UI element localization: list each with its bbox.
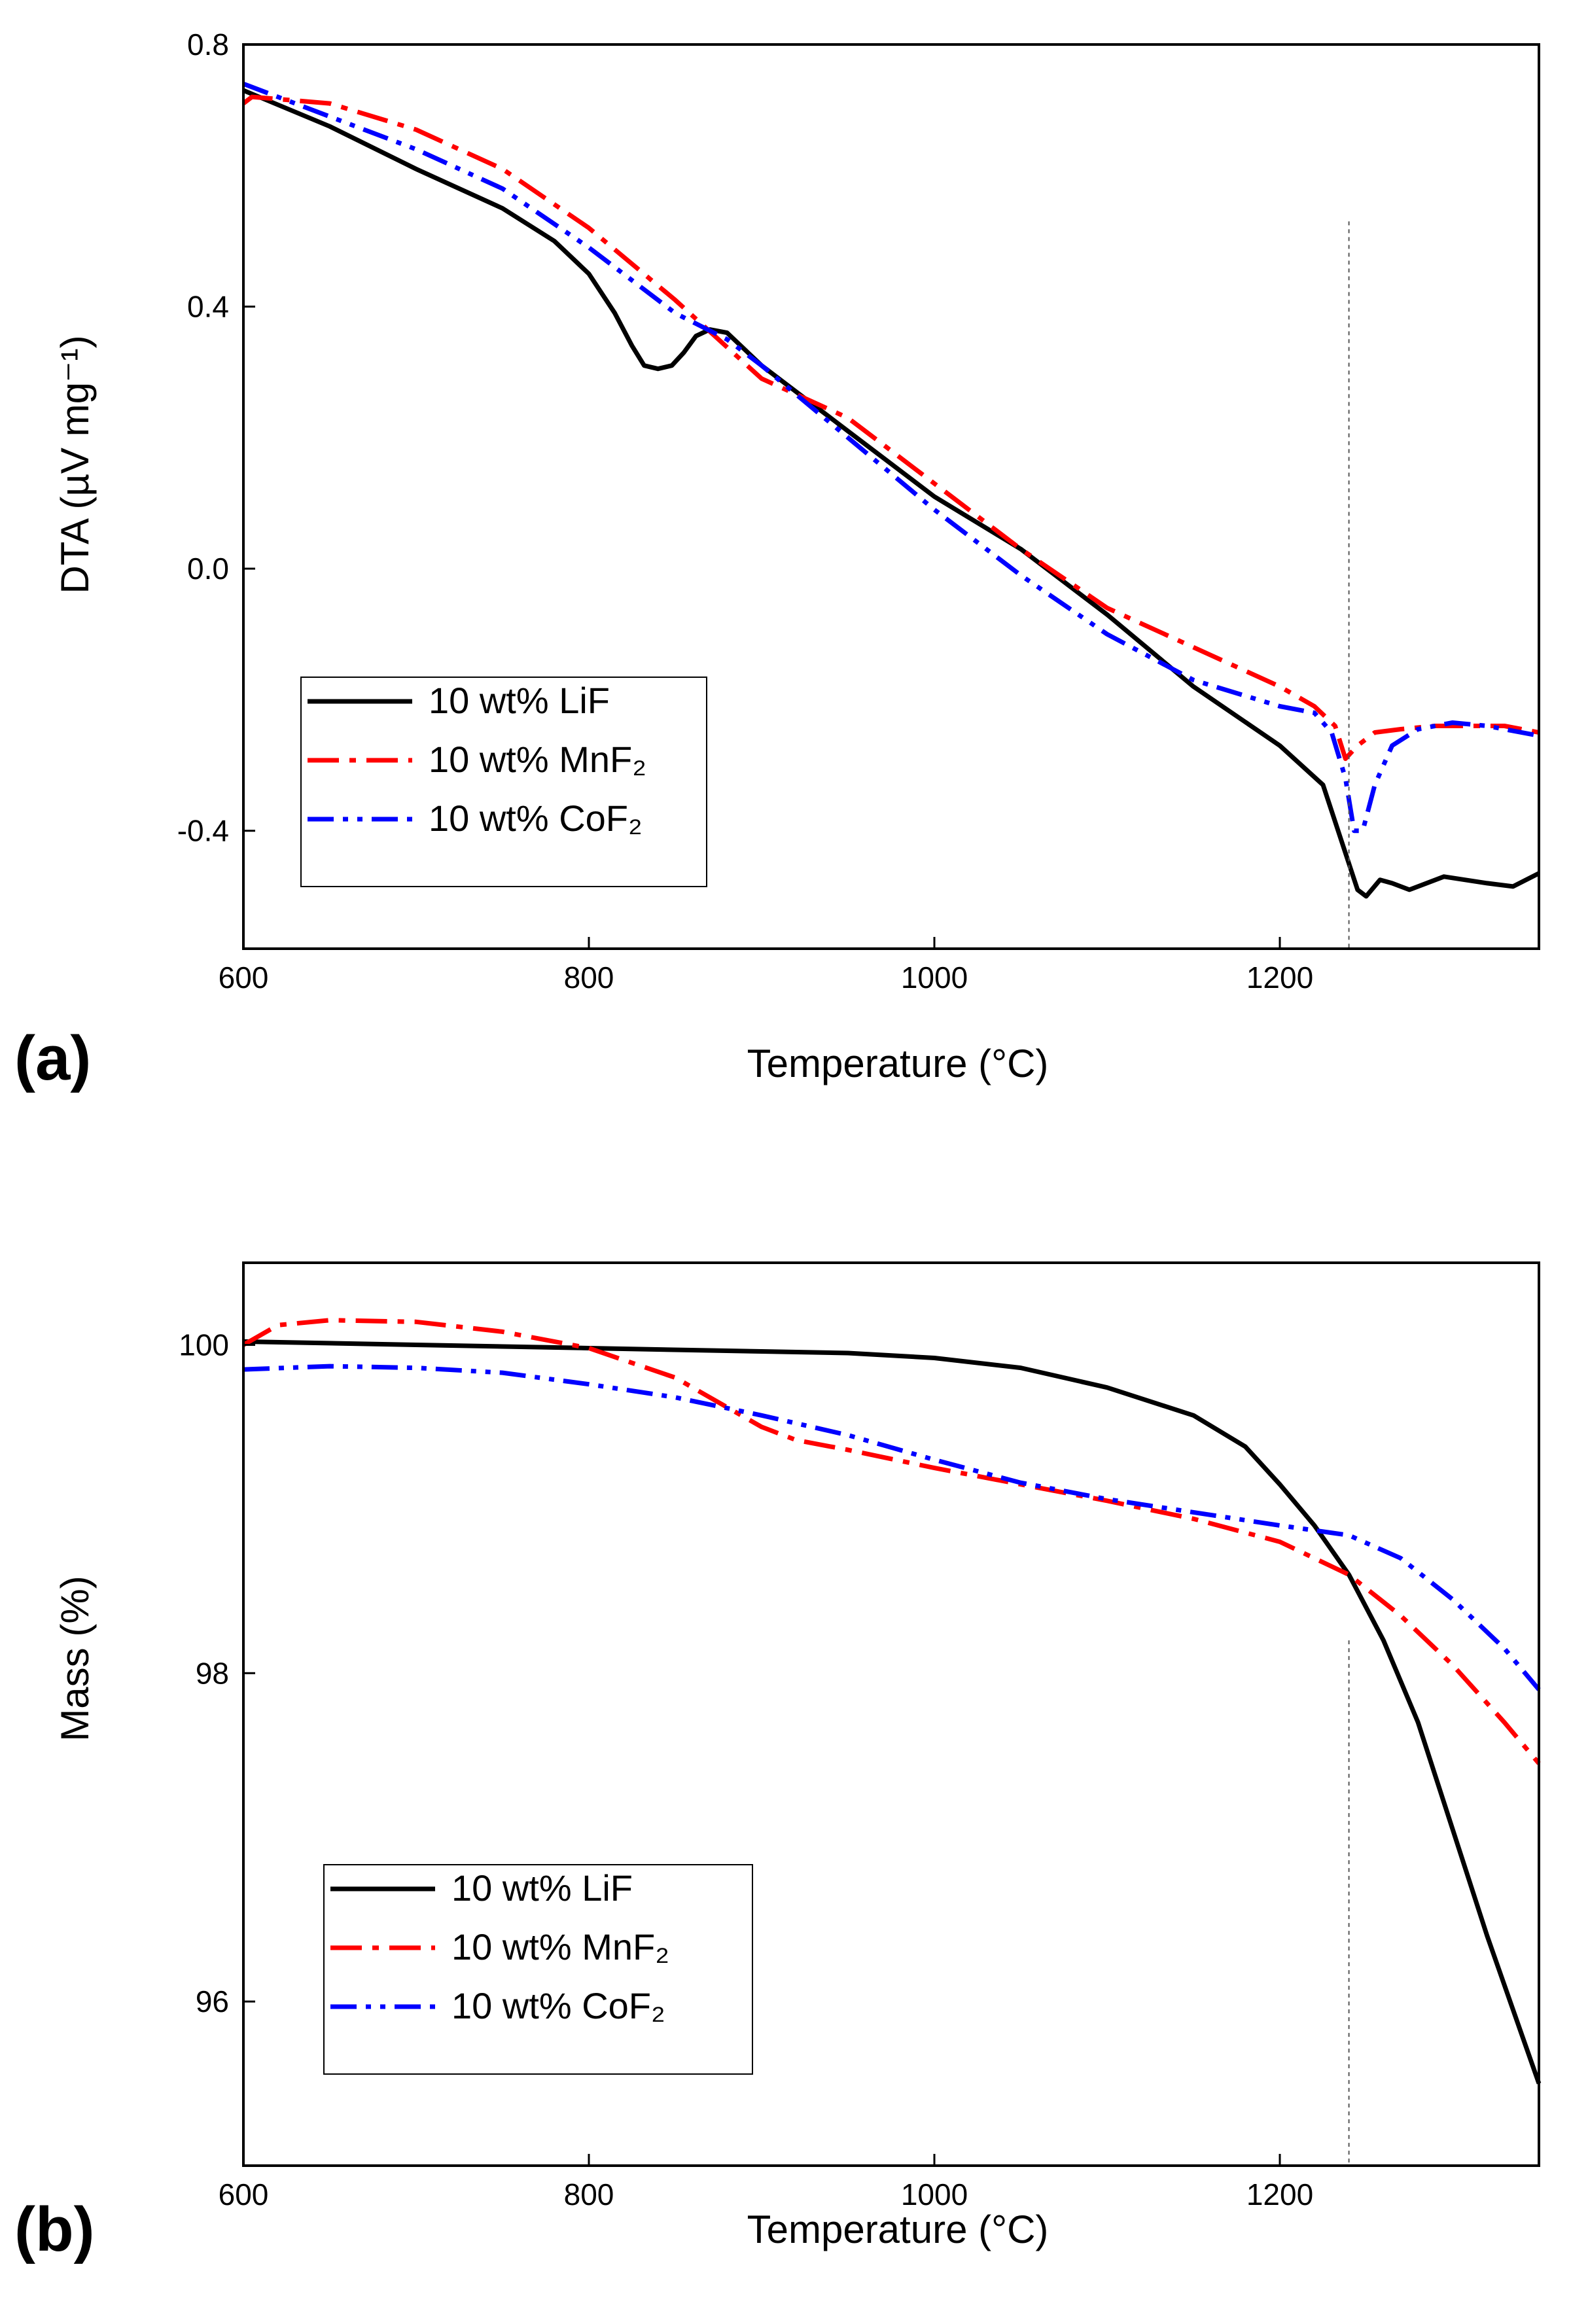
panel-b-legend: 10 wt% LiF 10 wt% MnF₂ 10 wt% CoF₂ [323,1864,753,2075]
panel-a-legend-box [300,677,707,887]
panel-b-y-axis-title: Mass (%) [53,1576,97,1741]
panel-a-y-tick-label: 0.0 [187,552,229,586]
panel-b-x-axis-title: Temperature (°C) [747,2208,1049,2251]
panel-a-y-tick-label: 0.8 [187,27,229,62]
panel-b-series-line-1 [243,1339,1542,2085]
panel-b-legend-box [323,1864,753,2075]
panel-a-legend-label-1: 10 wt% LiF [429,680,610,721]
panel-a-legend: 10 wt% LiF 10 wt% MnF₂ 10 wt% CoF₂ [300,677,707,887]
panel-a-plot-frame [242,43,1540,950]
panel-a-y-tick-label: 0.4 [187,290,229,324]
panel-a-legend-label-2: 10 wt% MnF₂ [429,739,646,780]
panel-b-series [242,1318,1542,2085]
panel-a-label: (a) [14,1023,91,1093]
panel-b-y-tick-label: 96 [196,1984,229,2018]
panel-b-legend-label-1: 10 wt% LiF [451,1867,633,1909]
panel-b-x-tick-label: 1200 [1246,2177,1313,2211]
panel-a-series [241,81,1540,899]
panel-b-y-tick-label: 100 [179,1328,229,1362]
panel-b-y-tick-label: 98 [196,1656,229,1690]
panel-b-x-tick-label: 1000 [901,2177,968,2211]
panel-b: 600 800 1000 1200 96 98 100 Temperature (°C) M… [14,1261,1542,2264]
panel-a-ticks: 600 800 1000 1200 -0.4 0.0 0.4 0.8 [177,27,1313,995]
panel-b-ticks: 600 800 1000 1200 96 98 100 [179,1328,1313,2211]
panel-a-y-axis-title: DTA (µV mg⁻¹) [53,335,97,593]
panel-b-plot-frame [242,1261,1540,2167]
panel-a-series-line-2 [241,94,1540,762]
panel-b-legend-label-3: 10 wt% CoF₂ [451,1985,665,2026]
panel-a-x-axis-title: Temperature (°C) [747,1042,1049,1085]
panel-a-x-tick-label: 1000 [901,960,968,995]
panel-a-legend-label-3: 10 wt% CoF₂ [429,798,643,839]
panel-a: 600 800 1000 1200 -0.4 0.0 0.4 0.8 Temperature … [14,27,1540,1093]
panel-a-x-tick-label: 1200 [1246,960,1313,995]
panel-a-series-line-1 [242,88,1540,899]
panel-a-y-tick-label: -0.4 [177,814,229,848]
panel-b-label: (b) [14,2194,95,2264]
panel-b-x-tick-label: 600 [219,2177,269,2211]
panel-a-x-tick-label: 600 [219,960,269,995]
panel-b-series-line-3 [243,1364,1541,1691]
panel-b-x-tick-label: 800 [564,2177,614,2211]
panel-b-series-line-2 [242,1318,1541,1765]
panel-a-x-tick-label: 800 [564,960,614,995]
panel-b-legend-label-2: 10 wt% MnF₂ [451,1926,669,1967]
panel-a-series-line-3 [242,81,1540,834]
